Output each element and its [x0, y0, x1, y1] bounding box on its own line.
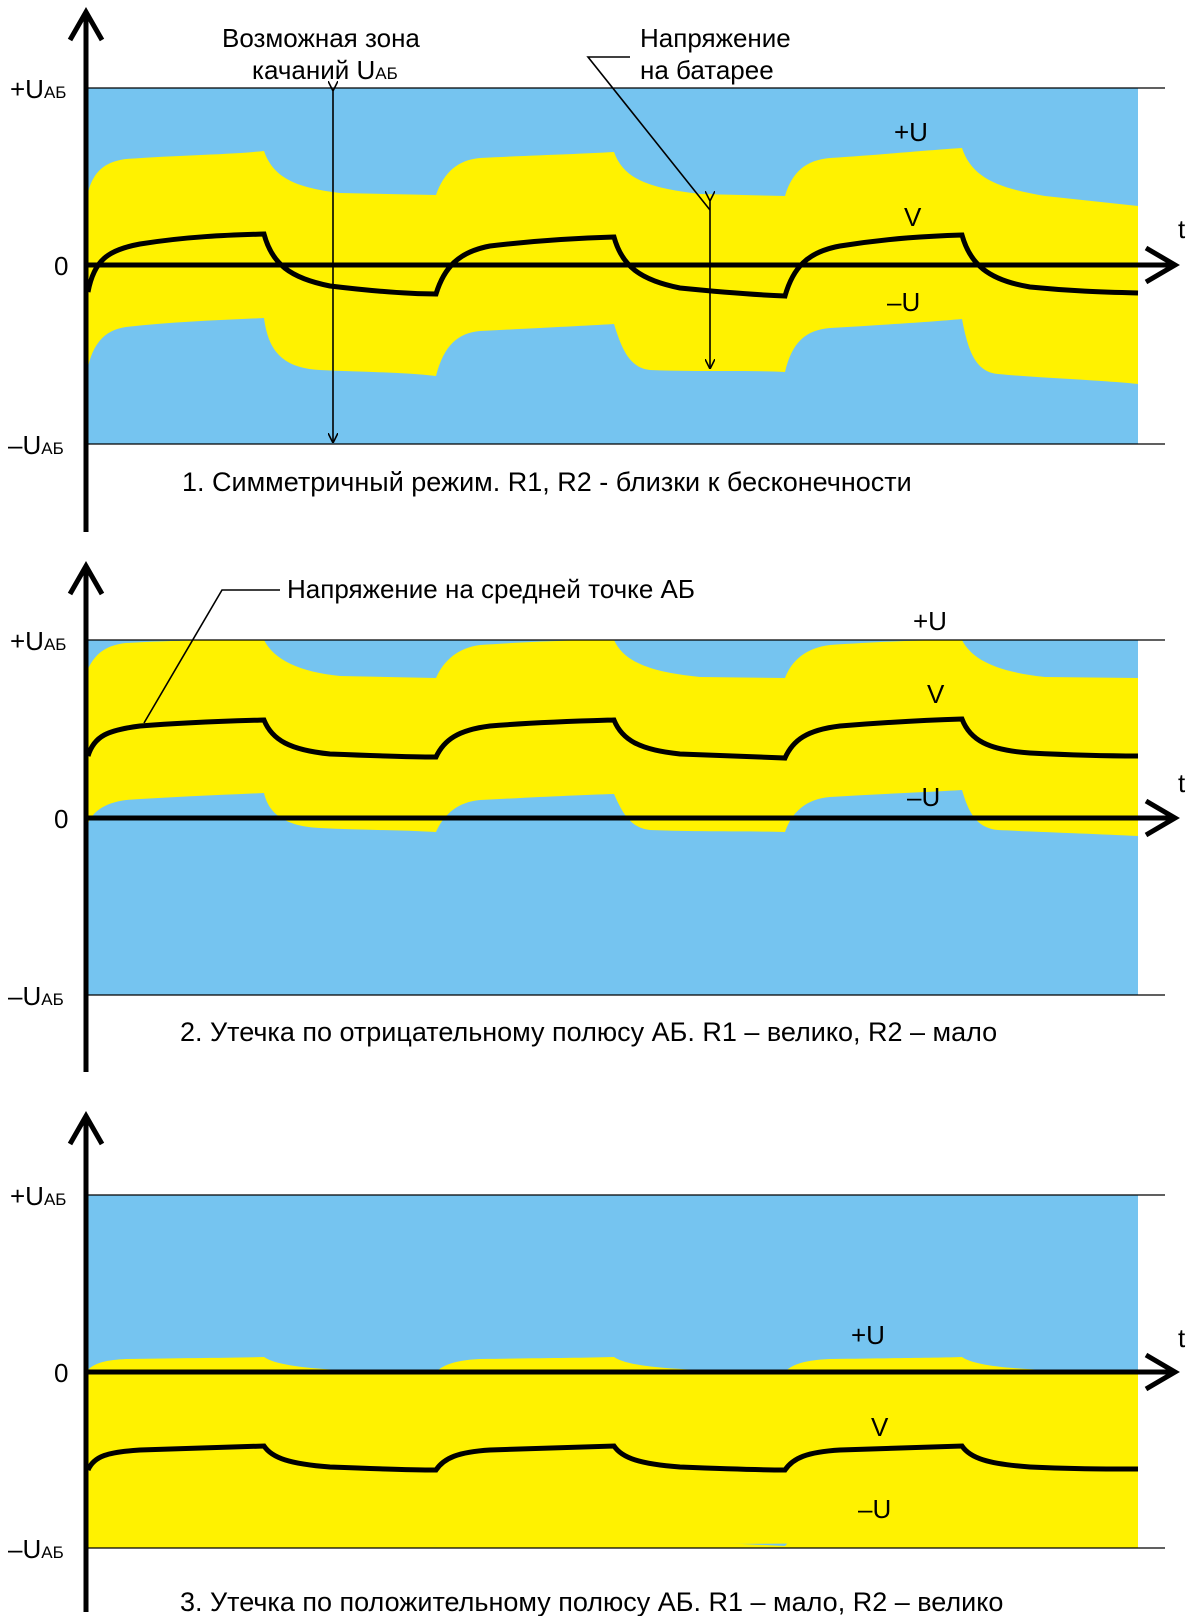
v-label: V: [927, 679, 945, 709]
zero-label: 0: [54, 251, 68, 281]
panel-2-caption: 2. Утечка по отрицательному полюсу АБ. R…: [180, 1017, 997, 1047]
battery-annotation-line2: на батарее: [640, 55, 774, 85]
plus-uab-label: +UАБ: [10, 626, 66, 656]
plus-u-label: +U: [913, 606, 947, 636]
time-axis-label: t: [1178, 214, 1186, 244]
time-axis-arrowhead: [1144, 1352, 1180, 1392]
midpoint-leader-line: [143, 589, 280, 724]
time-axis-arrowhead: [1144, 798, 1180, 838]
time-axis-label: t: [1178, 1323, 1186, 1353]
minus-u-label: –U: [887, 287, 920, 317]
plus-u-label: +U: [851, 1320, 885, 1350]
v-label: V: [904, 202, 922, 232]
voltage-axis-arrowhead: [67, 560, 105, 596]
v-label: V: [871, 1412, 889, 1442]
minus-uab-label: –UАБ: [8, 981, 64, 1011]
voltage-band: [86, 640, 1138, 836]
plus-u-label: +U: [894, 117, 928, 147]
time-axis-label: t: [1178, 768, 1186, 798]
minus-u-label: –U: [858, 1494, 891, 1524]
plus-uab-label: +UАБ: [10, 1181, 66, 1211]
minus-uab-label: –UАБ: [8, 430, 64, 460]
battery-annotation-line1: Напряжение: [640, 23, 791, 53]
panel-2: +UАБ 0 –UАБ t +U V –U Напряжение на сред…: [8, 560, 1186, 1072]
minus-uab-label: –UАБ: [8, 1534, 64, 1564]
panel-1: +UАБ 0 –UАБ t +U V –U Возможная зона кач…: [8, 6, 1186, 532]
voltage-band: [86, 1357, 1138, 1548]
zone-annotation-line2: качаний UАБ: [252, 55, 398, 85]
battery-voltage-curve: [85, 231, 1139, 299]
zero-label: 0: [54, 804, 68, 834]
panel-3-caption: 3. Утечка по положительному полюсу АБ. R…: [180, 1587, 1003, 1616]
midpoint-annotation: Напряжение на средней точке АБ: [287, 574, 695, 604]
zero-label: 0: [54, 1358, 68, 1388]
zone-annotation-line1: Возможная зона: [222, 23, 420, 53]
panel-1-caption: 1. Симметричный режим. R1, R2 - близки к…: [182, 467, 912, 497]
voltage-axis-arrowhead: [67, 1110, 105, 1146]
battery-voltage-curve: [85, 1443, 1139, 1473]
voltage-axis-arrowhead: [67, 6, 105, 42]
battery-voltage-curve: [85, 716, 1139, 761]
battery-leader-line: [586, 56, 711, 211]
minus-u-label: –U: [907, 782, 940, 812]
panel-3: +UАБ 0 –UАБ t +U V –U 3. Утечка по полож…: [8, 1110, 1186, 1616]
time-axis-arrowhead: [1144, 245, 1180, 285]
plus-uab-label: +UАБ: [10, 74, 66, 104]
